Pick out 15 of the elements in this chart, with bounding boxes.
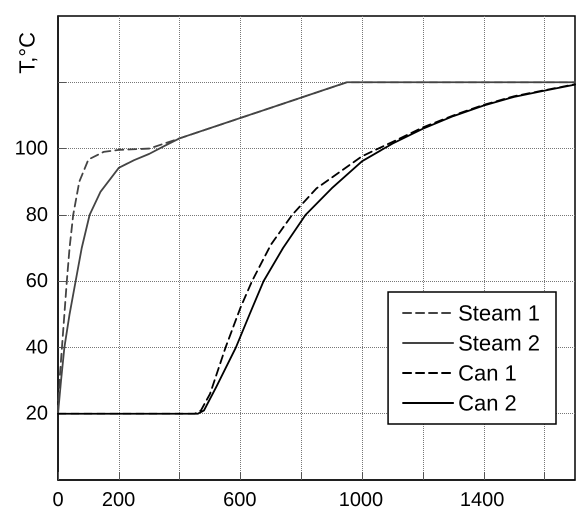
x-tick-label: 1000 [338, 489, 384, 511]
y-tick-label: 100 [14, 138, 48, 160]
x-tick-label: 200 [102, 489, 136, 511]
y-axis-title: T,°C [14, 32, 40, 74]
y-tick-label: 40 [26, 336, 48, 358]
y-tick-label: 60 [26, 270, 48, 292]
x-tick-label: 600 [223, 489, 256, 511]
legend-label: Can 1 [458, 360, 517, 386]
legend-label: Can 2 [458, 390, 517, 416]
x-tick-label: 0 [52, 489, 64, 511]
y-tick-label: 80 [26, 204, 48, 226]
legend-label: Steam 1 [458, 300, 540, 326]
y-tick-label: 20 [26, 402, 48, 425]
legend-label: Steam 2 [458, 330, 540, 356]
x-tick-label: 1400 [460, 489, 504, 511]
